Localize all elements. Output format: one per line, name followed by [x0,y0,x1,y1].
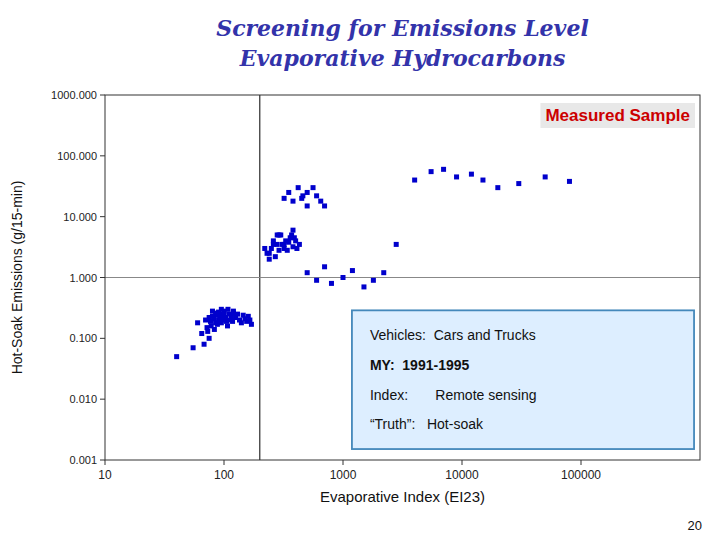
point [273,254,278,259]
point [495,185,500,190]
x-tick-label: 100 [214,468,234,482]
info-line: Index: Remote sensing [370,387,537,403]
y-tick [100,399,105,400]
point [205,329,210,334]
y-axis-label: Hot-Soak Emissions (g/15-min) [9,181,25,375]
y-tick [100,216,105,217]
point [567,179,572,184]
x-tick-label: 10 [98,468,112,482]
y-tick [100,460,105,461]
point [516,181,521,186]
y-tick-label: 0.010 [69,393,97,405]
point [341,275,346,280]
point [249,322,254,327]
y-tick-label: 1.000 [69,272,97,284]
point [322,264,327,269]
point [412,178,417,183]
point [311,185,316,190]
point [297,242,302,247]
y-tick-label: 1000.000 [51,89,97,101]
info-box [352,310,694,449]
point [305,190,310,195]
y-tick [100,155,105,156]
page-number: 20 [688,518,702,533]
x-tick-label: 10000 [445,468,479,482]
point [361,284,366,289]
point [480,178,485,183]
point [174,354,179,359]
point [262,246,267,251]
point [314,193,319,198]
x-tick [462,460,463,465]
point [329,281,334,286]
point [286,190,291,195]
point [543,174,548,179]
point [394,242,399,247]
point [350,268,355,273]
y-tick-label: 10.000 [63,211,97,223]
point [290,228,295,233]
x-tick-label: 100000 [561,468,601,482]
point [191,345,196,350]
x-tick [581,460,582,465]
point [314,278,319,283]
point [290,199,295,204]
point [429,169,434,174]
title: Screening for Emissions Level [216,15,589,41]
point [371,278,376,283]
info-line: Vehicles: Cars and Trucks [370,327,536,343]
point [195,320,200,325]
plot-frame [105,95,700,460]
point [277,248,282,253]
info-line: “Truth”: Hot-soak [370,416,484,432]
point [202,342,207,347]
point [441,167,446,172]
y-tick-label: 0.001 [69,454,97,466]
point [247,318,252,323]
data-layer [105,95,700,460]
reference-line-y [105,277,700,278]
y-tick [100,338,105,339]
point [265,251,270,256]
point [267,257,272,262]
point [225,307,230,312]
point [199,331,204,336]
point [292,235,297,240]
point [454,174,459,179]
point [275,232,280,237]
plot-area [105,95,700,460]
point [271,242,276,247]
point [282,196,287,201]
point [296,185,301,190]
point [299,196,304,201]
x-axis-label: Evaporative Index (EI23) [320,488,485,505]
y-tick-label: 0.100 [69,332,97,344]
chart: Screening for Emissions Level Evaporative… [0,0,720,540]
y-tick-label: 100.000 [57,150,97,162]
point [225,323,230,328]
x-tick [343,460,344,465]
point [286,240,291,245]
subtitle: Evaporative Hydrocarbons [239,45,566,71]
point [282,242,287,247]
point [305,203,310,208]
point [305,270,310,275]
point [285,248,290,253]
y-tick [100,95,105,96]
info-line: MY: 1991-1995 [370,357,470,373]
point [322,203,327,208]
point [469,172,474,177]
x-tick-label: 1000 [330,468,357,482]
point [207,336,212,341]
point [381,270,386,275]
point [212,327,217,332]
point [318,199,323,204]
sample-tag-bg [540,103,695,128]
sample-tag: Measured Sample [545,106,690,125]
x-tick [105,460,106,465]
point [235,312,240,317]
x-tick [224,460,225,465]
y-tick [100,277,105,278]
